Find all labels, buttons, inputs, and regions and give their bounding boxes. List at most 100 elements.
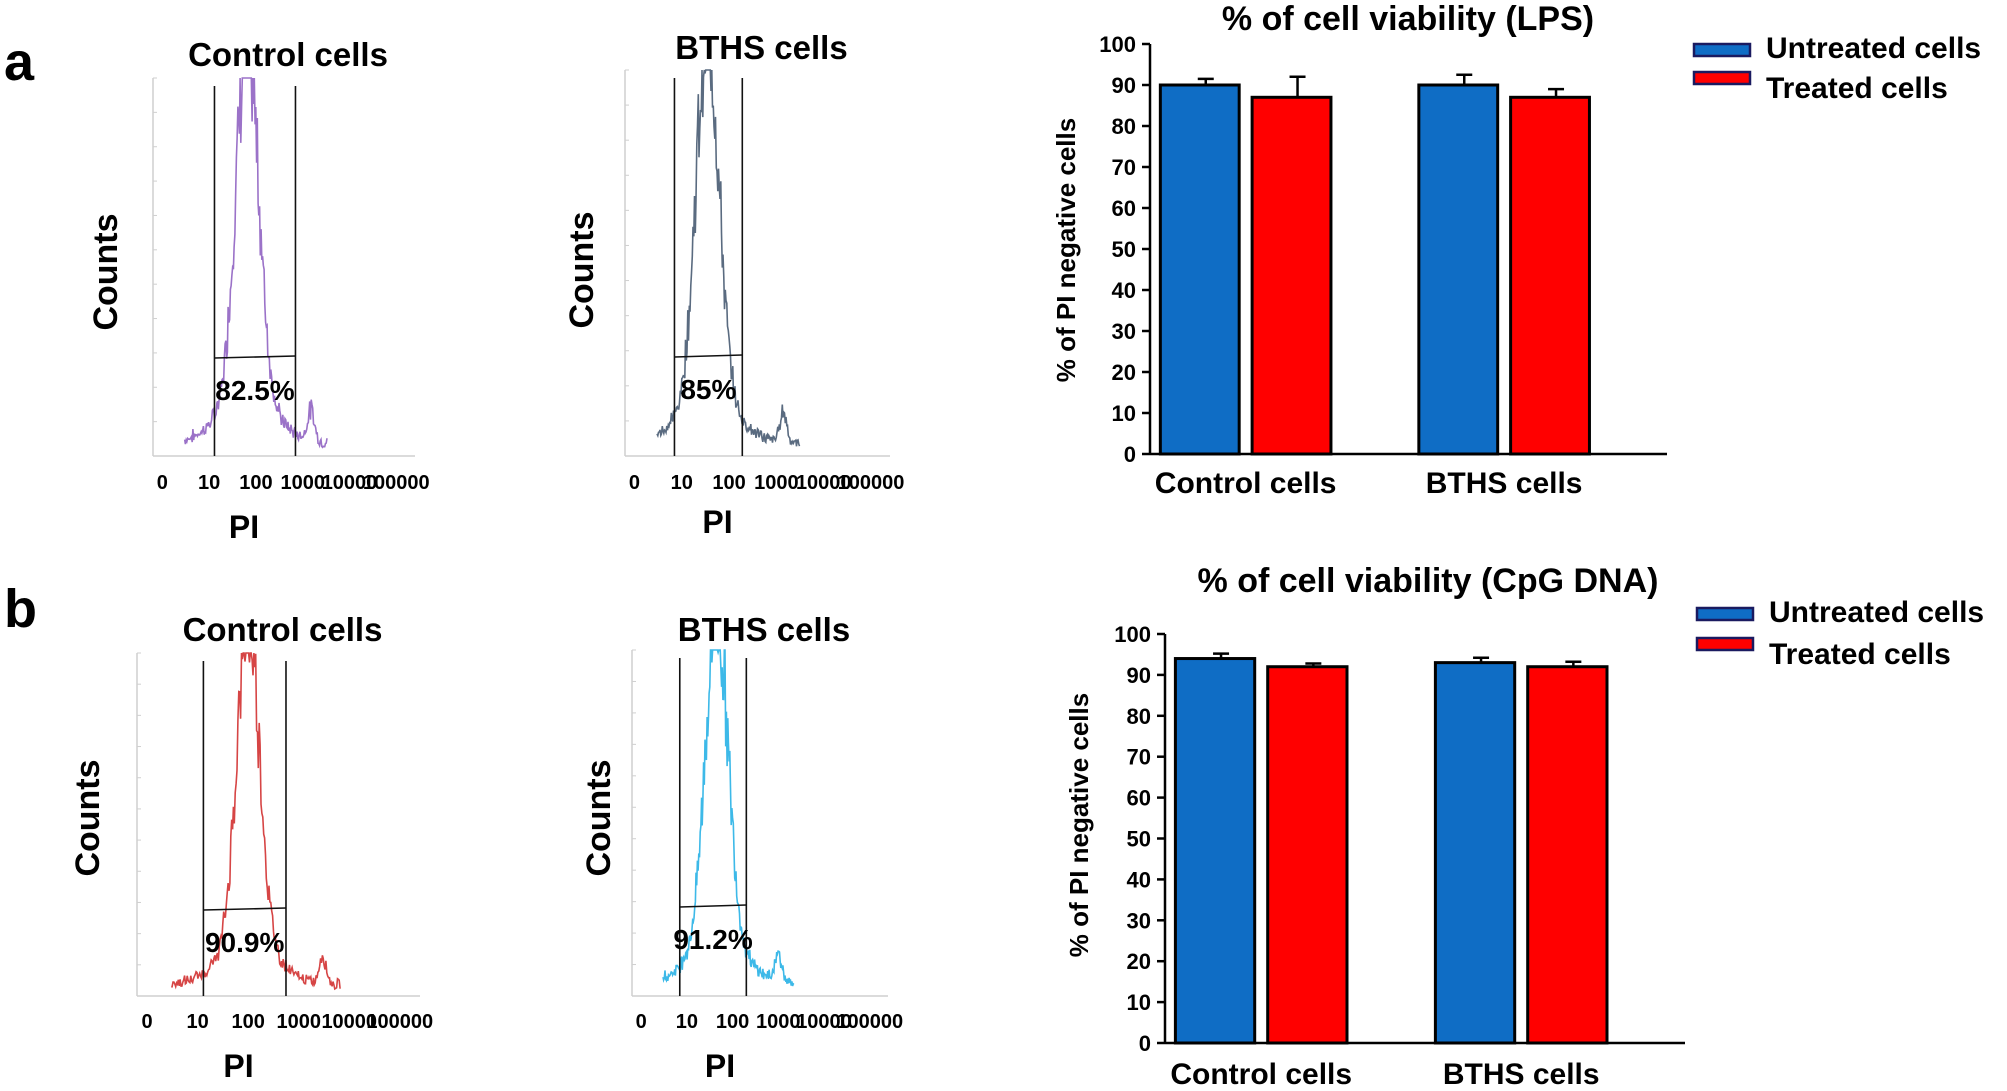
legend-label: Untreated cells <box>1769 596 1984 629</box>
x-tick-label: 1000 <box>756 1011 801 1033</box>
x-tick-label: 10000 <box>796 472 852 494</box>
x-tick-label: 100000 <box>366 1011 433 1033</box>
y-tick-label: 20 <box>1127 949 1151 974</box>
x-tick-label: 10 <box>198 472 220 494</box>
gate-percent-label: 82.5% <box>215 375 294 406</box>
histogram-b-1: Control cells Counts 90.9% 0 10 100 1000 100001… <box>69 611 433 1084</box>
x-tick-label: 10000 <box>322 472 378 494</box>
y-tick-label: 30 <box>1112 319 1136 344</box>
legend-swatch-2 <box>1695 636 1755 652</box>
y-tick-label: 100 <box>1099 32 1136 57</box>
histogram-b-2: BTHS cells Counts 91.2% 0 10 100 1000100001000… <box>580 611 903 1084</box>
y-tick-label: 40 <box>1127 867 1151 892</box>
y-tick-label: 90 <box>1127 663 1151 688</box>
category-label: Control cells <box>1170 1058 1352 1091</box>
y-tick-label: 10 <box>1127 990 1151 1015</box>
x-tick-label: 10 <box>676 1011 698 1033</box>
legend-swatch-1 <box>1695 606 1755 622</box>
x-tick-label: 0 <box>629 472 640 494</box>
y-tick-label: 10 <box>1112 401 1136 426</box>
gate-bar <box>679 904 747 908</box>
bar-untreated-cells-1 <box>1173 657 1257 1045</box>
x-tick-label: 0 <box>636 1011 647 1033</box>
category-label: BTHS cells <box>1443 1058 1600 1091</box>
x-tick-label: 1000 <box>754 472 799 494</box>
legend-label: Treated cells <box>1769 638 1951 671</box>
y-tick-label: 0 <box>1124 442 1136 467</box>
gate-percent-label: 91.2% <box>673 924 752 955</box>
legend-swatch-2 <box>1692 70 1752 86</box>
legend-label: Untreated cells <box>1766 32 1981 65</box>
category-label: Control cells <box>1155 467 1337 500</box>
bar-treated-cells-1 <box>1266 665 1349 1045</box>
histogram-trace <box>656 69 801 447</box>
legend-label: Treated cells <box>1766 72 1948 105</box>
y-tick-label: 20 <box>1112 360 1136 385</box>
histogram-trace <box>183 77 328 449</box>
y-axis-label: Counts <box>69 759 107 876</box>
bar-treated-cells-1 <box>1250 95 1333 456</box>
x-tick-label: 10000 <box>796 1011 852 1033</box>
bar-treated-cells-2 <box>1509 95 1591 456</box>
x-tick-label: 1000 <box>280 472 325 494</box>
histogram-title: Control cells <box>188 36 388 73</box>
x-tick-label: 100 <box>231 1011 264 1033</box>
histogram-title: BTHS cells <box>678 611 850 648</box>
bar-untreated-cells-2 <box>1417 83 1500 456</box>
y-tick-label: 0 <box>1139 1031 1151 1056</box>
x-axis-label: PI <box>702 504 732 540</box>
panel-letter-b: b <box>4 579 37 639</box>
gate-bar <box>674 354 743 358</box>
gate-percent-label: 85% <box>680 374 736 405</box>
y-tick-label: 100 <box>1114 622 1151 647</box>
x-tick-label: 100 <box>239 472 272 494</box>
x-tick-label: 10 <box>671 472 693 494</box>
x-axis-label: PI <box>229 509 259 545</box>
y-tick-label: 50 <box>1112 237 1136 262</box>
gate-percent-label: 90.9% <box>205 927 284 958</box>
x-tick-label: 0 <box>157 472 168 494</box>
x-tick-label: 0 <box>142 1011 153 1033</box>
x-tick-label: 10 <box>187 1011 209 1033</box>
y-tick-label: 60 <box>1112 196 1136 221</box>
chart-title: % of cell viability (LPS) <box>1222 0 1594 38</box>
x-axis-label: PI <box>705 1048 735 1084</box>
bar-chart-b: % of cell viability (CpG DNA) % of PI neg… <box>1064 562 1984 1091</box>
histogram-title: BTHS cells <box>675 29 847 66</box>
y-tick-label: 40 <box>1112 278 1136 303</box>
y-axis-label: Counts <box>563 211 601 328</box>
y-tick-label: 30 <box>1127 908 1151 933</box>
bar-untreated-cells-1 <box>1158 83 1241 456</box>
y-tick-label: 80 <box>1127 704 1151 729</box>
histogram-trace <box>171 652 341 991</box>
x-axis-label: PI <box>223 1048 253 1084</box>
y-tick-label: 70 <box>1127 745 1151 770</box>
bar-untreated-cells-2 <box>1433 661 1517 1045</box>
y-axis-label: Counts <box>580 759 618 876</box>
bar-treated-cells-2 <box>1526 665 1609 1045</box>
x-tick-label: 100 <box>712 472 745 494</box>
gate-bar <box>214 355 296 359</box>
category-label: BTHS cells <box>1426 467 1583 500</box>
histogram-title: Control cells <box>183 611 383 648</box>
histogram-a-2: BTHS cells Counts 85% 0 10 100 100010000100000… <box>563 29 904 540</box>
y-axis-label: Counts <box>87 213 125 330</box>
panel-letter-a: a <box>4 32 35 92</box>
histogram-a-1: Control cells Counts 82.5% 0 10 100 1000100001… <box>87 36 430 545</box>
y-axis-label: % of PI negative cells <box>1064 693 1094 957</box>
x-tick-label: 10000 <box>321 1011 377 1033</box>
bar-chart-a: % of cell viability (LPS) % of PI negativ… <box>1051 0 1981 500</box>
x-tick-label: 100 <box>716 1011 749 1033</box>
y-tick-label: 70 <box>1112 155 1136 180</box>
histogram-trace <box>662 649 795 987</box>
y-tick-label: 90 <box>1112 73 1136 98</box>
y-tick-label: 80 <box>1112 114 1136 139</box>
legend-swatch-1 <box>1692 42 1752 58</box>
chart-title: % of cell viability (CpG DNA) <box>1198 562 1659 600</box>
y-tick-label: 60 <box>1127 786 1151 811</box>
x-tick-label: 100000 <box>363 472 430 494</box>
y-axis-label: % of PI negative cells <box>1051 118 1081 382</box>
x-tick-label: 100000 <box>838 472 905 494</box>
gate-bar <box>203 907 287 911</box>
